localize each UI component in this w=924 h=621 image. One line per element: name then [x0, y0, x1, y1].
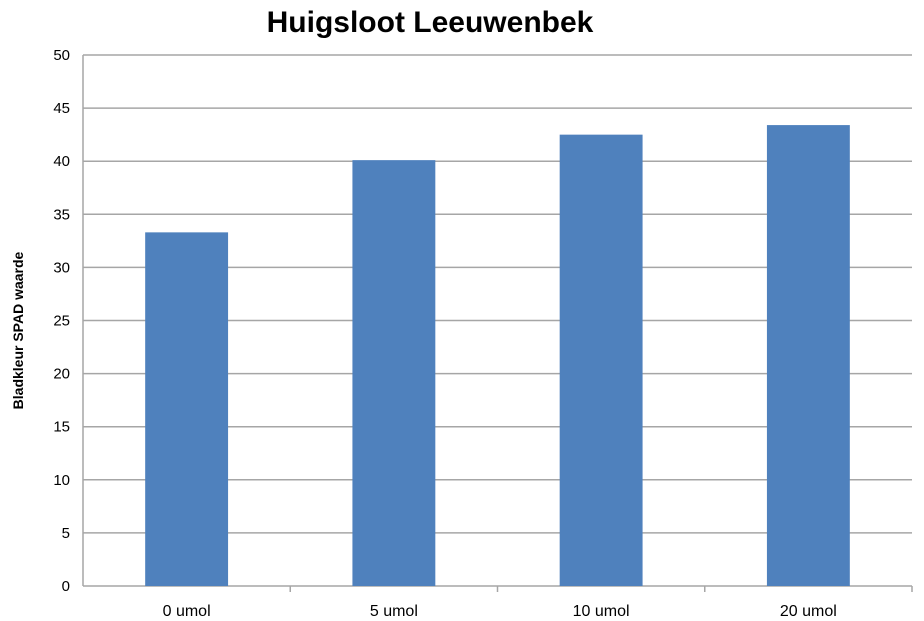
y-tick-label: 15 — [53, 419, 70, 436]
chart-title: Huigsloot Leeuwenbek — [266, 6, 594, 39]
y-tick-label: 0 — [62, 578, 70, 595]
y-tick-label: 30 — [53, 259, 70, 276]
bar — [559, 134, 643, 586]
x-tick-label: 5 umol — [370, 603, 418, 620]
x-tick-label: 20 umol — [780, 603, 837, 620]
y-tick-label: 25 — [53, 313, 70, 330]
bar — [352, 160, 436, 586]
y-tick-label: 35 — [53, 206, 70, 223]
y-axis-title: Bladkleur SPAD waarde — [10, 251, 26, 409]
y-tick-label: 20 — [53, 366, 70, 383]
y-tick-label: 10 — [53, 472, 70, 489]
bar — [766, 125, 850, 586]
y-tick-label: 40 — [53, 153, 70, 170]
y-tick-label: 5 — [62, 525, 70, 542]
bar — [145, 232, 229, 586]
y-tick-label: 45 — [53, 100, 70, 117]
y-tick-label: 50 — [53, 47, 70, 64]
x-tick-label: 0 umol — [163, 603, 211, 620]
x-tick-label: 10 umol — [573, 603, 630, 620]
